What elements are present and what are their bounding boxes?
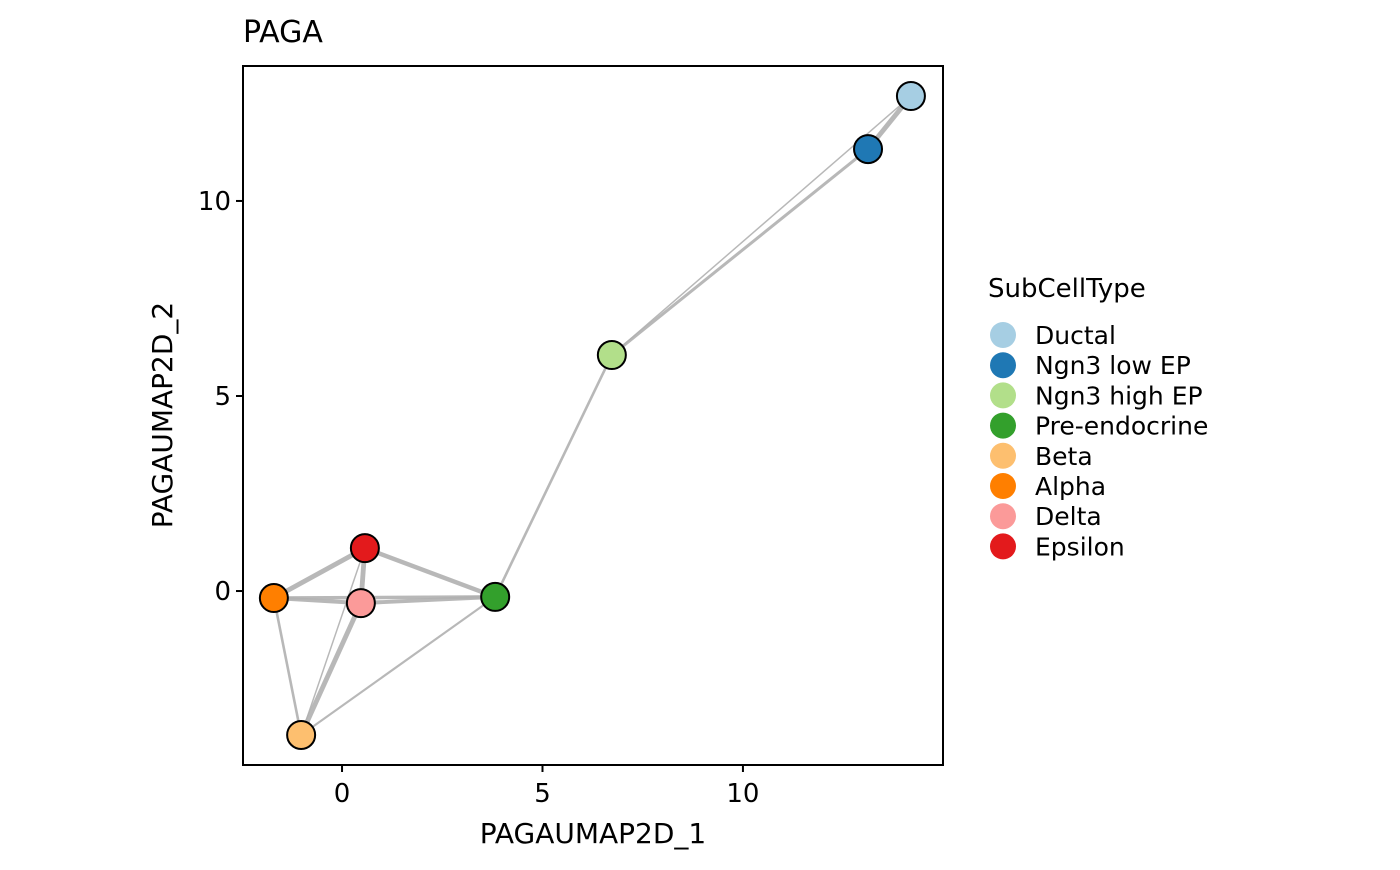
edge [364, 546, 496, 599]
node-point [480, 581, 511, 612]
legend-swatch [990, 322, 1016, 348]
x-axis-label: PAGAUMAP2D_1 [480, 817, 707, 850]
x-axis: 0 5 10 [334, 765, 759, 809]
legend-label: Delta [1035, 502, 1102, 531]
x-tick-label: 5 [534, 779, 551, 809]
legend-swatch [990, 352, 1016, 379]
legend-swatch [990, 382, 1016, 409]
legend-label: Beta [1035, 442, 1093, 471]
node-point [349, 533, 380, 564]
y-tick-label: 0 [214, 577, 231, 607]
legend-label: Ngn3 high EP [1035, 381, 1203, 410]
node-point [853, 134, 884, 165]
edges-layer [272, 94, 913, 736]
node-point [286, 719, 317, 750]
plot-frame [242, 65, 944, 766]
legend-label: Alpha [1035, 472, 1106, 501]
legend-label: Ductal [1035, 321, 1116, 350]
nodes-layer [258, 81, 926, 750]
x-tick-label: 0 [334, 779, 351, 809]
legend-swatch [990, 442, 1016, 469]
x-tick-label: 10 [726, 779, 759, 809]
legend-swatch [990, 503, 1016, 530]
legend-title: SubCellType [988, 274, 1146, 304]
legend-swatch [990, 473, 1016, 499]
node-point [596, 340, 627, 371]
legend-swatch [990, 533, 1016, 560]
y-tick-label: 10 [198, 187, 231, 217]
edge [300, 596, 496, 736]
legend-label: Epsilon [1035, 532, 1125, 561]
legend-label: Pre-endocrine [1035, 412, 1208, 441]
node-point [345, 588, 376, 619]
legend-swatch [990, 412, 1016, 439]
edge [300, 547, 366, 736]
node-point [258, 583, 289, 614]
edge [298, 602, 364, 736]
edge [272, 597, 303, 736]
y-tick-label: 5 [214, 382, 231, 412]
y-axis-label: PAGAUMAP2D_2 [146, 302, 179, 529]
edge [272, 545, 367, 601]
edge [494, 354, 614, 598]
edge [360, 594, 496, 606]
edge [610, 147, 869, 357]
legend-label: Ngn3 low EP [1035, 351, 1191, 380]
y-axis: 0 5 10 [198, 187, 243, 607]
chart-title: PAGA [243, 15, 323, 50]
node-point [895, 81, 926, 112]
